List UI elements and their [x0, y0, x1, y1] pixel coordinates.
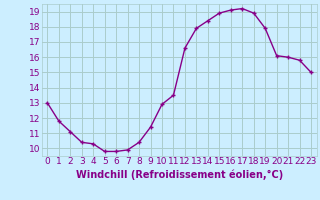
X-axis label: Windchill (Refroidissement éolien,°C): Windchill (Refroidissement éolien,°C) — [76, 169, 283, 180]
